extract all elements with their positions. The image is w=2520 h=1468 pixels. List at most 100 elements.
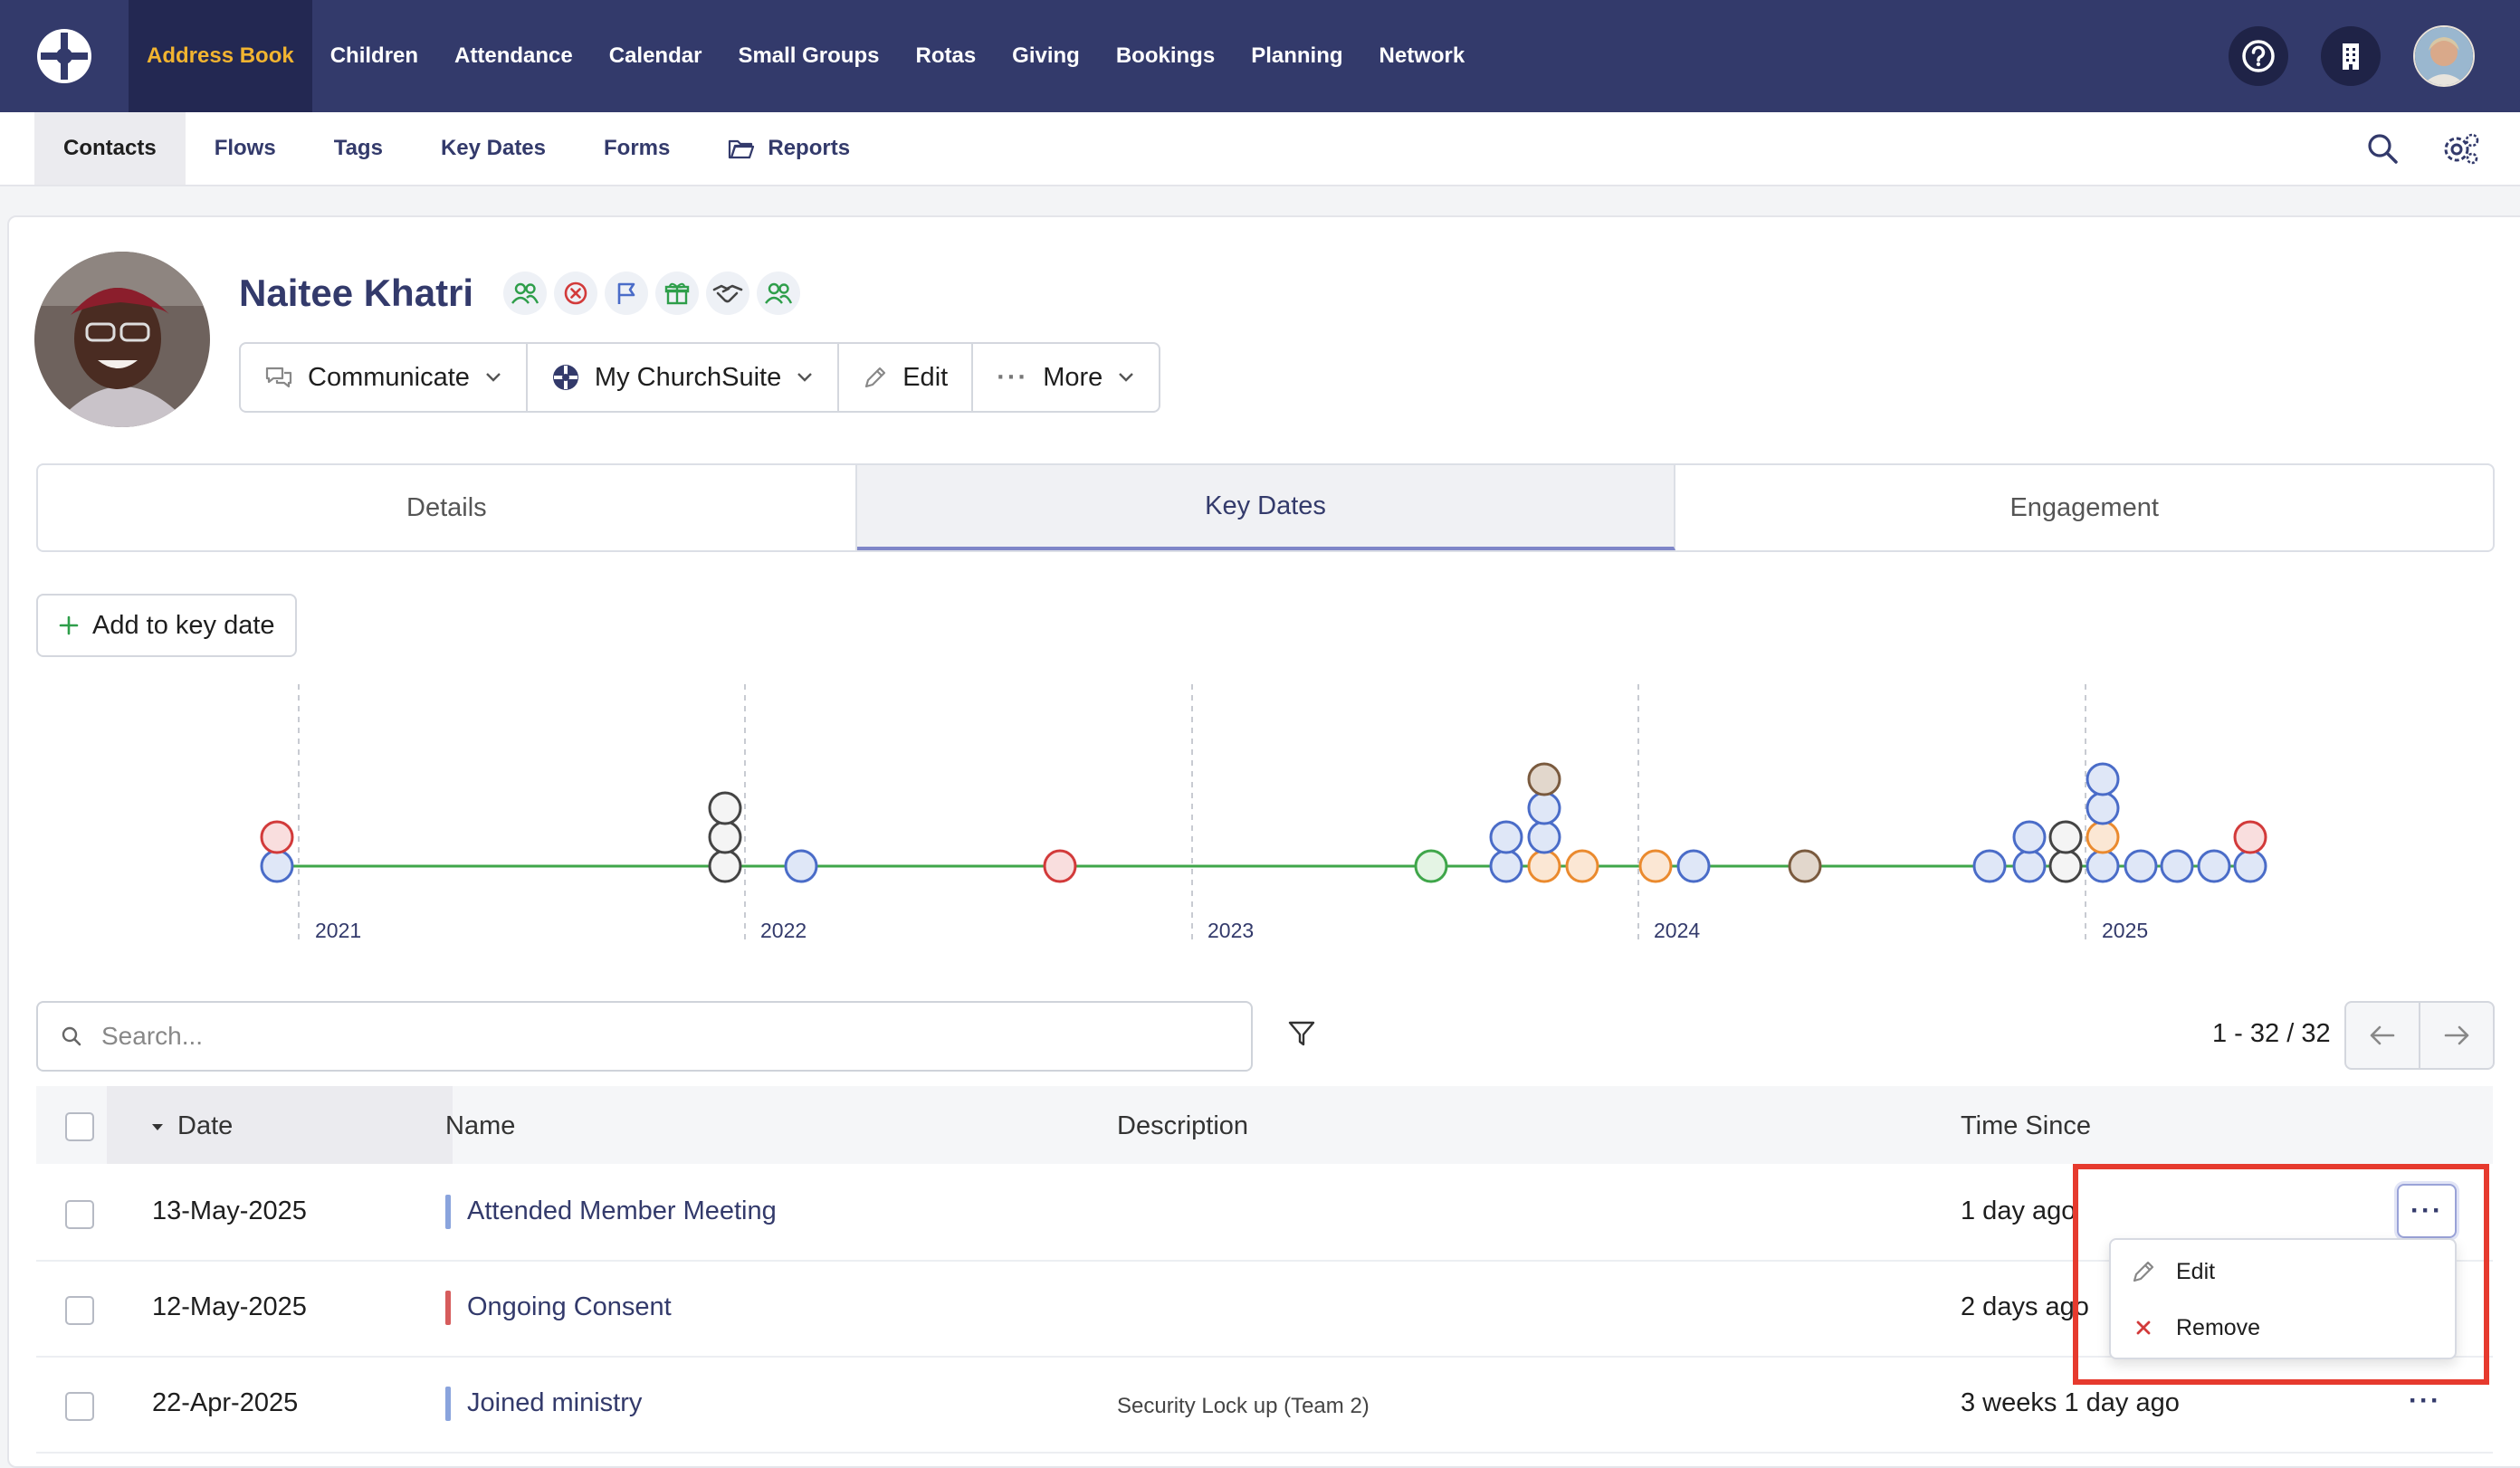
timeline-event-marker[interactable] [1527, 849, 1561, 883]
timeline-event-marker[interactable] [1638, 849, 1673, 883]
timeline-event-marker[interactable] [1788, 849, 1822, 883]
churchsuite-logo[interactable] [0, 0, 129, 112]
nav-address-book[interactable]: Address Book [129, 0, 312, 112]
timeline-event-marker[interactable] [260, 820, 294, 854]
timeline-event-marker[interactable] [2086, 762, 2120, 796]
timeline-event-marker[interactable] [1527, 762, 1561, 796]
timeline-event-marker[interactable] [2012, 849, 2047, 883]
group-icon [765, 282, 793, 304]
timeline-event-marker[interactable] [1527, 791, 1561, 825]
nav-rotas[interactable]: Rotas [915, 43, 977, 68]
organisation-button[interactable] [2321, 26, 2381, 86]
timeline-event-marker[interactable] [2160, 849, 2194, 883]
tab-details[interactable]: Details [38, 465, 857, 550]
subnav-reports[interactable]: Reports [699, 112, 879, 185]
timeline-event-marker[interactable] [2086, 791, 2120, 825]
subnav-contacts[interactable]: Contacts [34, 112, 186, 185]
row-checkbox[interactable] [65, 1200, 94, 1229]
date-column-header[interactable]: Date [150, 1111, 233, 1141]
badge-group-2[interactable] [757, 272, 800, 315]
badge-cancelled[interactable] [554, 272, 597, 315]
timeline-event-marker[interactable] [2048, 849, 2083, 883]
timeline-event-marker[interactable] [2012, 820, 2047, 854]
badge-handshake[interactable] [706, 272, 749, 315]
filter-icon[interactable] [1287, 1019, 1316, 1048]
nav-calendar[interactable]: Calendar [608, 43, 702, 68]
timeline-event-marker[interactable] [1414, 849, 1448, 883]
badge-gift[interactable] [655, 272, 699, 315]
key-dates-timeline: 2021 2022 2023 2024 2025 [260, 684, 2267, 945]
time-since-column-header[interactable]: Time Since [1961, 1111, 2091, 1140]
timeline-event-marker[interactable] [1043, 849, 1077, 883]
timeline-event-marker[interactable] [784, 849, 818, 883]
row-name-link[interactable]: Attended Member Meeting [467, 1196, 777, 1225]
row-checkbox[interactable] [65, 1296, 94, 1325]
timeline-event-marker[interactable] [2233, 849, 2267, 883]
timeline-event-marker[interactable] [1489, 820, 1523, 854]
subnav-flows[interactable]: Flows [214, 136, 276, 160]
timeline-event-marker[interactable] [2048, 820, 2083, 854]
row-checkbox[interactable] [65, 1392, 94, 1421]
row-name-link[interactable]: Ongoing Consent [467, 1292, 672, 1321]
timeline-event-marker[interactable] [2124, 849, 2158, 883]
nav-children[interactable]: Children [329, 43, 419, 68]
timeline-event-marker[interactable] [2197, 849, 2231, 883]
year-label-2022: 2022 [760, 919, 807, 942]
pencil-icon [865, 367, 886, 388]
timeline-event-marker[interactable] [708, 791, 742, 825]
user-avatar[interactable] [2413, 25, 2475, 87]
timeline-event-marker[interactable] [1972, 849, 2007, 883]
menu-edit[interactable]: Edit [2111, 1244, 2455, 1300]
nav-small-groups[interactable]: Small Groups [738, 43, 880, 68]
chevron-down-icon [1119, 373, 1134, 382]
plus-icon [59, 615, 79, 635]
tab-key-dates[interactable]: Key Dates [856, 465, 1676, 550]
timeline-event-marker[interactable] [1676, 849, 1711, 883]
next-page-button[interactable] [2420, 1003, 2493, 1068]
edit-contact-button[interactable]: Edit [839, 344, 974, 411]
search-input[interactable] [100, 1021, 1189, 1052]
subnav-forms[interactable]: Forms [604, 136, 671, 160]
chevron-down-icon [486, 373, 501, 382]
timeline-event-marker[interactable] [1527, 820, 1561, 854]
timeline-event-marker[interactable] [1565, 849, 1599, 883]
pagination-controls [2344, 1001, 2495, 1070]
timeline-event-marker[interactable] [708, 849, 742, 883]
add-to-key-date-button[interactable]: Add to key date [36, 594, 297, 657]
previous-page-button[interactable] [2346, 1003, 2420, 1068]
timeline-event-marker[interactable] [2233, 820, 2267, 854]
menu-remove[interactable]: Remove [2111, 1300, 2455, 1356]
row-actions-button[interactable]: ··· [2409, 1386, 2441, 1416]
nav-planning[interactable]: Planning [1251, 43, 1343, 68]
badge-group[interactable] [503, 272, 547, 315]
name-column-header[interactable]: Name [445, 1111, 516, 1140]
menu-edit-label: Edit [2176, 1258, 2216, 1284]
nav-bookings[interactable]: Bookings [1115, 43, 1216, 68]
nav-attendance[interactable]: Attendance [454, 43, 573, 68]
subnav-key-dates[interactable]: Key Dates [440, 136, 546, 160]
timeline-event-marker[interactable] [1489, 849, 1523, 883]
my-churchsuite-button[interactable]: My ChurchSuite [528, 344, 840, 411]
table-row[interactable]: 12-May-2025 Ongoing Consent 2 days ago [36, 1260, 2493, 1358]
nav-giving[interactable]: Giving [1012, 43, 1080, 68]
subnav-tags[interactable]: Tags [333, 136, 383, 160]
group-icon [511, 282, 539, 304]
description-column-header[interactable]: Description [1117, 1111, 1249, 1140]
settings-icon[interactable] [2442, 131, 2480, 166]
badge-flag[interactable] [605, 272, 648, 315]
table-row[interactable]: 22-Apr-2025 Joined ministry Security Loc… [36, 1356, 2493, 1454]
timeline-event-marker[interactable] [2086, 820, 2120, 854]
more-button[interactable]: ··· More [973, 344, 1159, 411]
table-row[interactable]: 13-May-2025 Attended Member Meeting 1 da… [36, 1164, 2493, 1262]
nav-network[interactable]: Network [1379, 43, 1465, 68]
timeline-event-marker[interactable] [260, 849, 294, 883]
search-icon[interactable] [2366, 132, 2399, 165]
tab-engagement[interactable]: Engagement [2009, 492, 2159, 522]
row-actions-button[interactable]: ··· [2397, 1184, 2457, 1238]
timeline-event-marker[interactable] [2086, 849, 2120, 883]
timeline-event-marker[interactable] [708, 820, 742, 854]
communicate-button[interactable]: Communicate [241, 344, 528, 411]
help-button[interactable] [2229, 26, 2288, 86]
row-name-link[interactable]: Joined ministry [467, 1388, 643, 1417]
select-all-checkbox[interactable] [65, 1112, 94, 1141]
